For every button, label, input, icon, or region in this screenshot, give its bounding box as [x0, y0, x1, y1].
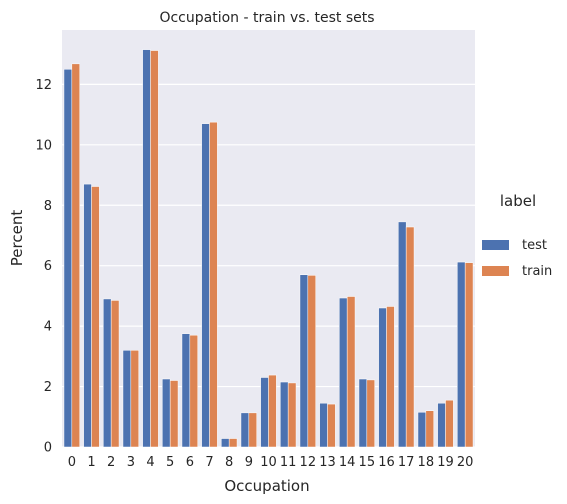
legend-swatch-train	[482, 266, 509, 276]
x-tick-label-12: 12	[300, 455, 317, 470]
bar-train-3	[130, 350, 139, 448]
bar-test-1	[83, 183, 92, 448]
bar-train-17	[405, 226, 415, 448]
x-tick-label-19: 19	[437, 455, 454, 470]
x-tick-label-10: 10	[260, 455, 277, 470]
x-tick-label-17: 17	[398, 455, 415, 470]
y-tick-label-6: 6	[44, 259, 52, 274]
bar-train-9	[248, 412, 257, 448]
bar-test-3	[122, 350, 132, 448]
bar-train-5	[169, 380, 179, 448]
x-tick-label-15: 15	[359, 455, 376, 470]
x-tick-label-16: 16	[378, 455, 395, 470]
bar-test-6	[181, 333, 191, 448]
bar-test-4	[142, 49, 151, 448]
x-tick-label-8: 8	[225, 455, 233, 470]
bar-test-18	[417, 412, 427, 448]
bar-train-2	[110, 300, 120, 448]
y-tick-label-8: 8	[44, 199, 52, 214]
x-tick-label-3: 3	[127, 455, 135, 470]
y-tick-label-12: 12	[35, 78, 52, 93]
bar-train-15	[366, 379, 375, 448]
x-tick-label-13: 13	[319, 455, 336, 470]
bar-test-10	[260, 377, 269, 448]
legend-label-test: test	[522, 238, 547, 253]
x-tick-label-1: 1	[87, 455, 95, 470]
x-tick-label-5: 5	[166, 455, 174, 470]
bar-train-7	[209, 121, 218, 448]
bar-train-19	[445, 399, 454, 448]
bar-train-18	[425, 410, 434, 448]
bar-train-13	[327, 403, 336, 448]
bar-train-11	[287, 382, 297, 448]
bar-test-16	[378, 307, 387, 448]
x-tick-label-18: 18	[418, 455, 435, 470]
x-tick-label-7: 7	[205, 455, 213, 470]
bar-train-0	[71, 63, 80, 448]
bar-train-16	[386, 306, 395, 448]
bars	[63, 49, 474, 448]
bar-test-2	[103, 298, 112, 448]
bar-test-5	[162, 378, 171, 448]
x-tick-label-20: 20	[457, 455, 474, 470]
bar-test-9	[240, 412, 250, 448]
bar-test-11	[280, 381, 289, 448]
bar-train-10	[268, 374, 277, 448]
bar-test-13	[319, 402, 328, 448]
bar-train-6	[189, 334, 198, 448]
bar-train-1	[91, 186, 100, 448]
y-tick-label-0: 0	[44, 441, 52, 456]
x-tick-label-11: 11	[280, 455, 297, 470]
legend-swatch-test	[482, 240, 509, 250]
y-tick-label-4: 4	[44, 320, 52, 335]
bar-train-4	[150, 50, 159, 448]
x-tick-label-2: 2	[107, 455, 115, 470]
y-tick-label-10: 10	[35, 138, 52, 153]
x-tick-label-14: 14	[339, 455, 356, 470]
legend-label-train: train	[522, 264, 552, 279]
x-tick-label-4: 4	[146, 455, 154, 470]
chart-title: Occupation - train vs. test sets	[159, 10, 374, 26]
bar-test-15	[358, 378, 368, 448]
legend-title: label	[500, 192, 536, 210]
legend: label test train	[482, 192, 552, 279]
x-axis-ticks: 0 1 2 3 4 5 6 7 8 9 10 11 12 13 14 15 16 17 18 19 20	[68, 455, 474, 470]
x-tick-label-6: 6	[186, 455, 194, 470]
bar-test-7	[201, 123, 210, 448]
bar-test-19	[437, 402, 446, 448]
bar-train-8	[228, 438, 238, 448]
bar-train-14	[346, 296, 356, 448]
bar-train-20	[464, 262, 474, 448]
y-tick-label-2: 2	[44, 380, 52, 395]
y-axis-ticks: 0 2 4 6 8 10 12	[35, 78, 52, 456]
bar-test-12	[299, 274, 309, 448]
bar-test-17	[398, 221, 407, 448]
x-tick-label-9: 9	[245, 455, 253, 470]
bar-test-14	[339, 297, 348, 448]
bar-test-0	[63, 69, 73, 448]
x-tick-label-0: 0	[68, 455, 76, 470]
y-axis-label: Percent	[8, 210, 26, 267]
bar-test-8	[221, 438, 230, 448]
bar-test-20	[457, 261, 466, 448]
bar-train-12	[307, 275, 316, 448]
x-axis-label: Occupation	[224, 477, 309, 495]
